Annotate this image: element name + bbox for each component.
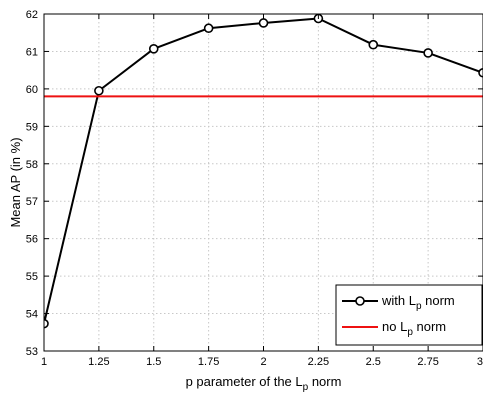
legend-entry-no-lp-prefix: no L	[382, 319, 407, 334]
data-point-with-lp	[478, 67, 483, 78]
legend-entry-no-lp-suffix: norm	[413, 319, 446, 334]
tick-marks	[43, 13, 483, 352]
y-tick-label: 60	[26, 84, 38, 96]
x-tick-label: 2.5	[366, 356, 381, 368]
legend-entry-with-lp: with Lp norm	[381, 293, 455, 312]
x-axis-label-suffix: norm	[308, 374, 341, 389]
x-axis-label-prefix: p parameter of the L	[186, 374, 303, 389]
x-tick-label: 2	[260, 356, 266, 368]
data-point-with-lp	[44, 318, 49, 329]
y-tick-label: 58	[26, 159, 38, 171]
y-tick-label: 62	[26, 9, 38, 21]
data-point-with-lp	[94, 85, 104, 96]
legend-entry-no-lp: no Lp norm	[382, 319, 446, 338]
x-tick-label: 1	[41, 356, 47, 368]
legend: with Lp norm no Lp norm	[335, 284, 483, 346]
x-tick-label: 1.25	[88, 356, 109, 368]
y-tick-label: 61	[26, 46, 38, 58]
data-point-with-lp	[423, 48, 433, 58]
y-tick-label: 57	[26, 196, 38, 208]
legend-entry-with-lp-prefix: with L	[381, 293, 416, 308]
y-tick-label: 53	[26, 346, 38, 358]
data-point-with-lp	[258, 18, 269, 28]
data-point-with-lp	[148, 44, 159, 54]
legend-entry-no-lp-subscript: p	[407, 327, 413, 338]
x-axis-label-subscript: p	[303, 382, 309, 393]
tick-labels: 1 1.25 1.5 1.75 2 2.25 2.5 2.75 3 53 54 55 56 57 58 59 6…	[26, 9, 483, 368]
data-point-with-lp	[368, 39, 379, 50]
y-axis-label: Mean AP (in %)	[8, 137, 23, 227]
y-tick-label: 55	[26, 271, 38, 283]
x-tick-label: 3	[477, 356, 483, 368]
legend-entry-with-lp-subscript: p	[416, 301, 422, 312]
x-tick-label: 1.75	[198, 356, 219, 368]
x-axis-label: p parameter of the Lp norm	[186, 374, 342, 393]
legend-marker-with-lp	[355, 296, 365, 306]
legend-box	[335, 284, 483, 346]
y-tick-label: 54	[26, 309, 38, 321]
legend-entry-with-lp-suffix: norm	[422, 293, 455, 308]
y-tick-label: 56	[26, 234, 38, 246]
y-tick-label: 59	[26, 121, 38, 133]
series-layer	[44, 13, 483, 329]
x-tick-label: 1.5	[146, 356, 161, 368]
x-tick-label: 2.25	[308, 356, 329, 368]
data-point-with-lp	[203, 23, 214, 34]
x-tick-label: 2.75	[417, 356, 438, 368]
